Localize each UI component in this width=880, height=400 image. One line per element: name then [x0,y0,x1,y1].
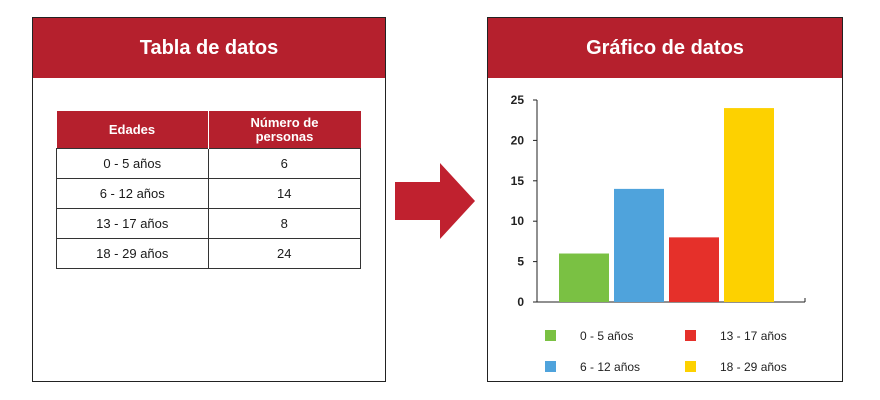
legend-label: 0 - 5 años [580,329,633,343]
cell-age: 0 - 5 años [56,148,209,179]
table-row: 6 - 12 años 14 [56,178,361,209]
y-tick-label: 20 [511,133,525,147]
header-count-label: Número de personas [250,114,319,144]
cell-count: 24 [207,238,361,269]
legend-label: 6 - 12 años [580,360,640,374]
legend-label: 13 - 17 años [720,329,787,343]
bar [724,108,774,302]
legend-swatch [685,361,696,372]
cell-count: 8 [207,208,361,239]
cell-count: 14 [207,178,361,209]
y-tick-label: 10 [511,214,525,228]
bar [559,253,609,302]
bar-chart: 0 5 10 15 20 25 0 - 5 años 13 - 17 años 6 - 12 a… [511,93,806,374]
cell-age: 6 - 12 años [56,178,209,209]
cell-count: 6 [207,148,361,179]
cell-age: 13 - 17 años [56,208,209,239]
chart-panel: Gráfico de datos [487,17,843,382]
table-panel-title: Tabla de datos [33,18,385,78]
legend-swatch [685,330,696,341]
table-row: 0 - 5 años 6 [56,148,361,179]
y-tick-label: 15 [511,174,525,188]
arrow-right-icon [395,163,475,239]
chart-panel-title: Gráfico de datos [488,18,842,78]
bar [669,237,719,302]
table-row: 18 - 29 años 24 [56,238,361,269]
bar [614,188,664,302]
data-table: Edades Número de personas 0 - 5 años 6 6… [56,111,361,269]
table-header-row: Edades Número de personas [56,111,361,149]
header-count: Número de personas [208,111,361,149]
cell-age: 18 - 29 años [56,238,209,269]
legend-label: 18 - 29 años [720,360,787,374]
y-tick-label: 5 [517,255,524,269]
y-tick-label: 0 [517,295,524,309]
legend-swatch [545,330,556,341]
y-tick-label: 25 [511,93,525,107]
header-ages: Edades [56,111,209,149]
table-panel: Tabla de datos Edades Número de personas… [32,17,386,382]
legend-swatch [545,361,556,372]
table-row: 13 - 17 años 8 [56,208,361,239]
